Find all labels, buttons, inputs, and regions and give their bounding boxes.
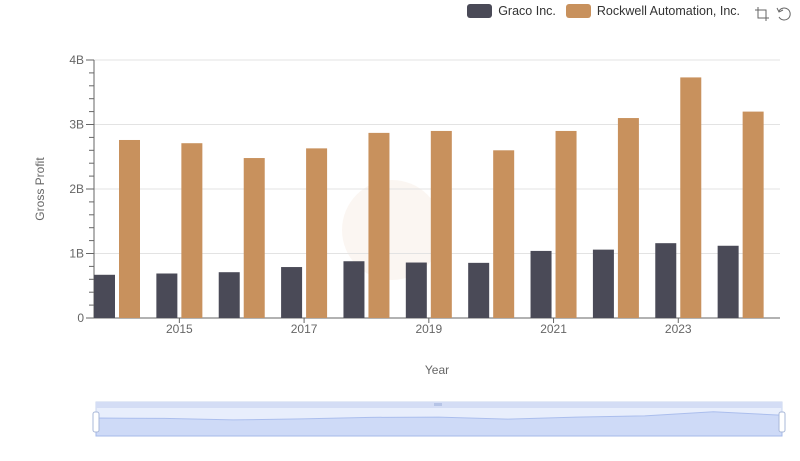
bar-graco-2014	[94, 274, 115, 318]
x-axis-title: Year	[425, 363, 449, 377]
bar-rockwell-2019	[430, 130, 452, 318]
legend-swatch-graco	[467, 4, 493, 18]
y-tick-label: 0	[77, 311, 84, 325]
bar-rockwell-2014	[119, 139, 140, 318]
toolbox	[754, 6, 792, 22]
y-axis-title: Gross Profit	[33, 157, 47, 221]
watermark-logo	[342, 180, 442, 280]
datazoom-handle-left	[92, 411, 100, 433]
legend-item-graco[interactable]: Graco Inc.	[467, 4, 556, 18]
bar-rockwell-2021	[555, 130, 577, 318]
x-tick-label: 2021	[540, 322, 567, 336]
x-tick-label: 2023	[665, 322, 692, 336]
restore-icon[interactable]	[776, 6, 792, 22]
bar-graco-2019	[405, 262, 427, 318]
bar-rockwell-2024	[742, 111, 764, 318]
bar-rockwell-2018	[368, 132, 390, 318]
zoom-icon[interactable]	[754, 6, 770, 22]
bar-graco-2020	[468, 262, 490, 318]
x-tick-label: 2017	[291, 322, 318, 336]
bar-rockwell-2023	[680, 77, 702, 318]
y-tick-label: 2B	[69, 182, 84, 196]
bar-rockwell-2022	[617, 118, 639, 318]
bar-graco-2023	[655, 243, 677, 318]
bar-graco-2018	[343, 261, 365, 318]
y-tick-label: 3B	[69, 118, 84, 132]
legend-swatch-rockwell	[565, 4, 591, 18]
bar-graco-2022	[592, 249, 614, 318]
bar-graco-2016	[218, 272, 240, 318]
bar-rockwell-2017	[306, 148, 328, 318]
legend-label-graco: Graco Inc.	[498, 4, 556, 18]
legend-item-rockwell[interactable]: Rockwell Automation, Inc.	[565, 4, 740, 18]
bar-graco-2015	[156, 273, 178, 318]
x-tick-label: 2015	[166, 322, 193, 336]
bar-rockwell-2016	[243, 158, 265, 318]
y-tick-label: 4B	[69, 53, 84, 67]
datazoom-move-handle	[434, 403, 442, 406]
bar-graco-2024	[717, 245, 739, 318]
bar-rockwell-2020	[493, 150, 515, 318]
bar-rockwell-2015	[181, 143, 203, 318]
y-tick-label: 1B	[69, 247, 84, 261]
datazoom-handle-right	[778, 411, 786, 433]
datazoom-preview	[95, 411, 783, 437]
bar-graco-2017	[281, 267, 303, 318]
x-tick-label: 2019	[415, 322, 442, 336]
legend-label-rockwell: Rockwell Automation, Inc.	[596, 4, 740, 18]
legend: Graco Inc. Rockwell Automation, Inc.	[467, 4, 740, 18]
bar-graco-2021	[530, 250, 552, 318]
